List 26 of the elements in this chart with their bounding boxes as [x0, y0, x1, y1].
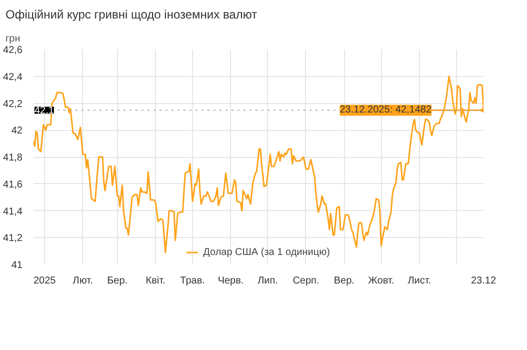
y-tick-label: 42,6 [3, 45, 23, 56]
x-tick-label: Трав. [180, 276, 205, 286]
x-tick-label: Лист. [408, 276, 432, 286]
x-tick-label: Квіт. [146, 276, 166, 286]
annotation: 23.12.2025: 42,1482 [340, 104, 432, 116]
x-tick-label: 2025 [33, 276, 56, 286]
legend-label: Долар США (за 1 одиницю) [203, 246, 330, 258]
y-tick-label: 41,6 [3, 179, 23, 190]
x-tick-label: Черв. [218, 276, 244, 286]
y-tick-label: 41,2 [3, 233, 23, 244]
y-axis-title: грн [6, 34, 20, 44]
y-tick-label: 41 [11, 260, 23, 271]
x-tick-label: Вер. [334, 276, 354, 286]
y-tick-label: 41,4 [3, 206, 23, 218]
x-tick-label: Жовт. [368, 276, 394, 286]
y-tick-label: 42,2 [3, 98, 23, 110]
y-tick-label: 42,4 [3, 72, 23, 83]
y-tick-label: 42 [11, 126, 23, 137]
ref-line-label: 42,1 [34, 106, 54, 117]
x-tick-label: Лип. [258, 276, 278, 286]
x-tick-label: Серп. [292, 276, 320, 286]
x-tick-label: 23.12 [470, 276, 496, 286]
y-tick-label: 41,8 [3, 152, 23, 164]
x-tick-label: Бер. [107, 276, 128, 286]
chart-title: Офіційний курс гривні щодо іноземних валют [6, 8, 258, 22]
x-tick-label: Лют. [72, 276, 93, 286]
